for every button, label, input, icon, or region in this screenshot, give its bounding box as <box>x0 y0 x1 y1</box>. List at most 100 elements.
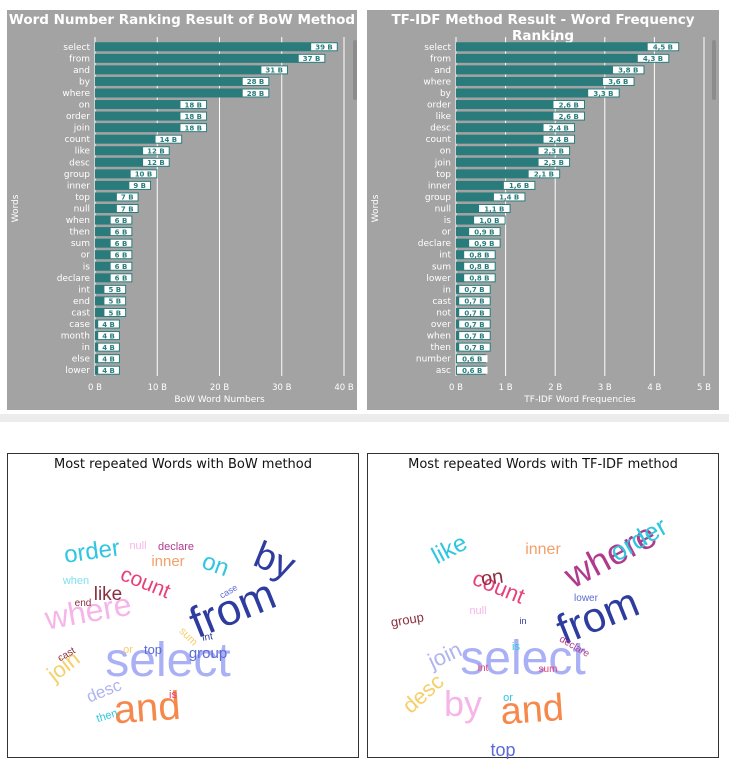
bar <box>456 42 680 52</box>
bar <box>95 100 208 110</box>
data-label-bg <box>242 89 269 97</box>
data-label: 28 B <box>247 78 265 86</box>
data-label-bg <box>464 274 495 282</box>
category-label: is <box>83 262 91 272</box>
cloud-word: in <box>519 616 526 626</box>
category-label: inner <box>428 181 451 191</box>
data-label: 6 B <box>115 263 128 271</box>
category-label: asc <box>436 366 451 376</box>
cloud-word: top <box>490 740 515 759</box>
cloud-word: group <box>189 645 227 662</box>
tfidf-chart-scrollbar[interactable] <box>712 40 716 100</box>
cloud-word: when <box>62 575 89 587</box>
category-label: select <box>63 43 90 53</box>
cloud-word: on <box>198 548 232 583</box>
cloud-word: and <box>112 684 182 733</box>
data-label-bg <box>180 101 207 109</box>
data-label-bg <box>503 181 535 189</box>
category-label: then <box>70 228 90 238</box>
data-label-bg <box>311 43 337 51</box>
x-tick-label: 0 B <box>449 383 463 393</box>
category-label: int <box>78 285 90 295</box>
category-label: when <box>427 332 451 342</box>
data-label: 18 B <box>184 101 202 109</box>
category-label: or <box>81 251 91 261</box>
cloud-word: or <box>123 644 133 656</box>
data-label-bg <box>464 251 495 259</box>
data-label-bg <box>143 158 169 166</box>
cloud-word: join <box>423 637 466 675</box>
category-label: and <box>73 66 90 76</box>
category-label: count <box>426 135 452 145</box>
data-label: 4,5 B <box>653 44 673 52</box>
bar <box>95 123 208 133</box>
data-label-bg <box>129 181 151 189</box>
tfidf-chart-panel: TF-IDF Method Result - Word Frequency Ra… <box>367 10 719 410</box>
cloud-word: end <box>75 598 92 609</box>
data-label-bg <box>110 251 132 259</box>
data-label-bg <box>104 285 126 293</box>
data-label: 0,9 B <box>474 240 494 248</box>
cloud-word: int <box>478 663 489 674</box>
data-label: 4 B <box>102 321 115 329</box>
category-label: cast <box>71 308 90 318</box>
data-label-bg <box>180 124 207 132</box>
data-label: 28 B <box>247 90 265 98</box>
bow-wordcloud-panel: Most repeated Words with BoW method sele… <box>7 453 359 758</box>
data-label: 31 B <box>265 67 283 75</box>
category-label: group <box>425 193 451 203</box>
bar <box>95 203 139 214</box>
x-tick-label: 0 B <box>88 383 102 393</box>
bar <box>456 134 576 144</box>
cloud-word: null <box>469 605 486 617</box>
x-tick-label: 20 B <box>210 383 230 393</box>
category-label: else <box>72 355 91 365</box>
category-label: count <box>65 135 91 145</box>
data-label: 0,8 B <box>469 263 489 271</box>
category-label: by <box>79 77 91 87</box>
bow-chart-scrollbar[interactable] <box>353 40 357 100</box>
category-label: sum <box>432 262 451 272</box>
category-label: null <box>435 205 451 215</box>
category-label: month <box>61 332 90 342</box>
x-tick-label: 3 B <box>598 383 612 393</box>
data-label: 0,7 B <box>464 309 484 317</box>
cloud-word: from <box>183 569 283 647</box>
data-label-bg <box>603 77 634 85</box>
data-label-bg <box>98 366 119 374</box>
category-label: when <box>66 216 90 226</box>
y-axis-label: Words <box>371 194 381 222</box>
data-label: 18 B <box>184 113 202 121</box>
category-label: order <box>66 112 90 122</box>
data-label: 5 B <box>108 309 121 317</box>
data-label: 5 B <box>108 298 121 306</box>
bar <box>456 146 571 156</box>
data-label: 0,7 B <box>464 332 484 340</box>
cloud-word: sum <box>539 664 558 675</box>
bar <box>95 134 183 144</box>
bar <box>95 169 158 179</box>
category-label: declare <box>418 239 452 249</box>
data-label: 0,6 B <box>462 367 482 375</box>
category-label: or <box>442 228 452 238</box>
data-label-bg <box>459 297 490 305</box>
data-label: 2,1 B <box>534 171 554 179</box>
bar <box>95 65 288 75</box>
cloud-word: int <box>201 631 214 644</box>
tfidf-wordcloud-panel: Most repeated Words with TF-IDF method s… <box>367 453 719 759</box>
data-label-bg <box>459 320 490 328</box>
cloud-word: select <box>105 634 230 687</box>
data-label: 3,6 B <box>608 78 628 86</box>
y-axis-label: Words <box>11 194 21 222</box>
category-label: desc <box>69 158 90 168</box>
bar <box>456 100 585 110</box>
data-label: 3,3 B <box>593 90 613 98</box>
bar <box>95 76 270 86</box>
data-label: 6 B <box>115 275 128 283</box>
category-label: top <box>75 193 90 203</box>
data-label: 4 B <box>102 367 115 375</box>
bar <box>456 123 576 133</box>
data-label: 6 B <box>115 217 128 225</box>
data-label: 1,0 B <box>479 217 499 225</box>
data-label: 4 B <box>102 355 115 363</box>
